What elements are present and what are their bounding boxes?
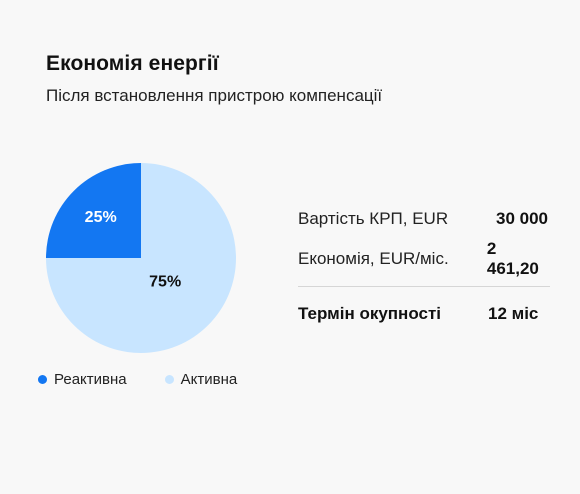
stat-label-savings: Економія, EUR/міс. bbox=[298, 249, 449, 268]
stat-row-savings: Економія, EUR/міс. 2 461,20 bbox=[298, 239, 550, 278]
legend-swatch-active bbox=[164, 375, 174, 384]
chart-legend: Реактивна Активна bbox=[38, 371, 275, 388]
legend-label-reactive: Реактивна bbox=[54, 371, 127, 388]
chart-subtitle: Після встановлення пристрою компенсації bbox=[46, 86, 383, 105]
pie-slice-active bbox=[46, 163, 236, 353]
legend-label-active: Активна bbox=[180, 371, 238, 388]
payback-label: Термін окупності bbox=[298, 304, 441, 323]
legend-item-reactive: Реактивна bbox=[38, 371, 127, 388]
pie-label-active: 75% bbox=[149, 274, 181, 291]
pie-slice-reactive bbox=[46, 163, 141, 258]
stat-value-cost: 30 000 bbox=[496, 209, 548, 228]
legend-item-active: Активна bbox=[164, 371, 238, 388]
stat-row-cost: Вартість КРП, EUR 30 000 bbox=[298, 204, 550, 234]
payback-value: 12 міс bbox=[488, 304, 539, 323]
stat-value-savings: 2 461,20 bbox=[486, 239, 539, 278]
chart-title: Економія енергії bbox=[46, 52, 219, 75]
legend-swatch-reactive bbox=[38, 375, 47, 384]
stats-divider bbox=[298, 286, 550, 287]
stats-panel: Вартість КРП, EUR 30 000 Економія, EUR/м… bbox=[298, 204, 550, 329]
pie-label-reactive: 25% bbox=[85, 209, 117, 226]
stat-label-cost: Вартість КРП, EUR bbox=[298, 209, 449, 228]
payback-row: Термін окупності 12 міс bbox=[298, 299, 550, 329]
